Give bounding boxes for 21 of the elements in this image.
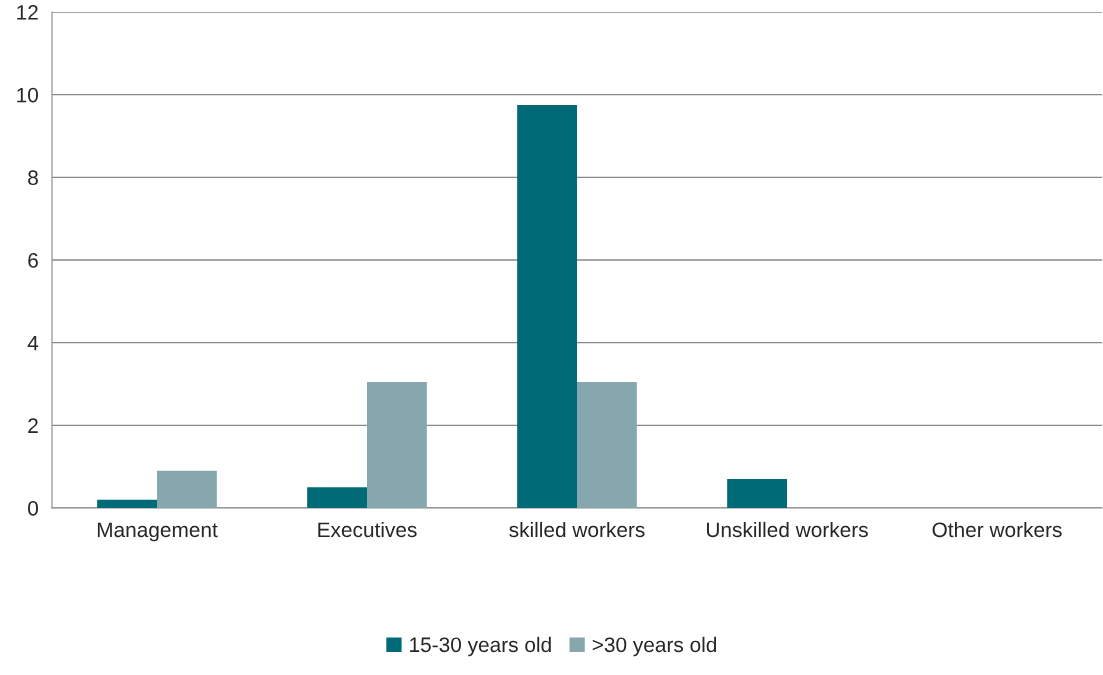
x-tick-label: Management xyxy=(97,522,218,542)
y-tick-label: 6 xyxy=(28,253,38,268)
y-tick-label: 10 xyxy=(17,87,38,103)
y-tick-label: 12 xyxy=(17,5,38,20)
y-tick-label: 8 xyxy=(28,170,38,186)
bar xyxy=(517,105,577,508)
legend-label: 15-30 years old xyxy=(410,636,551,657)
bar xyxy=(157,470,217,508)
bar xyxy=(577,381,637,508)
legend-label: >30 years old xyxy=(592,636,717,657)
bar xyxy=(97,499,157,508)
y-tick-label: 2 xyxy=(28,418,38,433)
y-tick-label: 0 xyxy=(28,501,38,516)
y-tick-label: 4 xyxy=(27,335,39,351)
x-tick-label: Other workers xyxy=(932,521,1062,538)
bar xyxy=(307,487,367,508)
bar xyxy=(367,381,427,508)
x-tick-label: Executives xyxy=(318,521,417,538)
bar xyxy=(727,479,787,508)
x-tick-label: skilled workers xyxy=(509,521,645,538)
x-tick-label: Unskilled workers xyxy=(706,521,868,538)
